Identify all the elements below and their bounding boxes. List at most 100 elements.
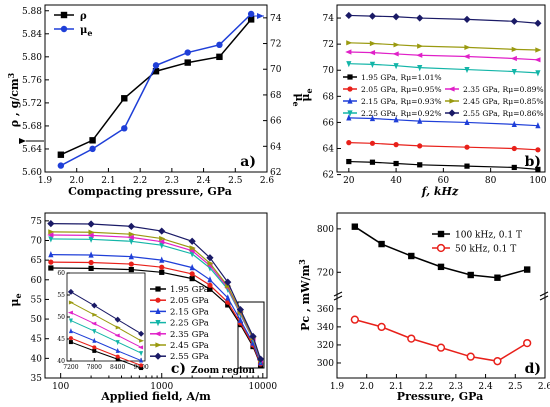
data-point bbox=[184, 49, 191, 56]
legend-marker bbox=[347, 74, 353, 80]
x-tick-label: 2.4 bbox=[196, 176, 211, 186]
data-point bbox=[159, 269, 165, 275]
data-point bbox=[345, 49, 352, 55]
series-line bbox=[348, 117, 538, 127]
inset-data-point bbox=[139, 338, 145, 343]
y-right-tick-label: 68 bbox=[270, 91, 282, 101]
y-tick-label: 320 bbox=[317, 341, 334, 351]
data-point bbox=[88, 265, 94, 271]
data-point bbox=[378, 240, 385, 248]
data-point bbox=[128, 231, 135, 237]
data-point bbox=[158, 239, 165, 245]
panel-d-xlabel: Pressure, GPa bbox=[397, 390, 483, 403]
data-point bbox=[152, 62, 160, 69]
data-point bbox=[207, 282, 213, 288]
panel-b: f, kHz μe b) 20 40 60 80 100 62 64 66 68 70 72 74 1.… bbox=[299, 4, 547, 198]
panel-c-ylabel: μe bbox=[8, 293, 23, 306]
data-point bbox=[247, 16, 255, 23]
inset-data-point bbox=[67, 288, 74, 295]
y-tick-label: 35 bbox=[31, 374, 43, 384]
legend-label: 2.05 GPa, Rμ=0.95% bbox=[361, 85, 442, 94]
inset-data-point bbox=[139, 363, 144, 368]
data-point bbox=[184, 59, 191, 66]
y-right-tick-label: 72 bbox=[270, 40, 281, 50]
legend-marker bbox=[155, 320, 161, 327]
legend-marker bbox=[347, 110, 353, 117]
y-right-tick-label: 64 bbox=[270, 142, 282, 152]
y-tick-label: 5.76 bbox=[22, 76, 42, 86]
data-point bbox=[207, 286, 213, 292]
y-right-tick-label: 70 bbox=[270, 65, 282, 75]
panel-b-label: b) bbox=[525, 154, 541, 170]
panel-a: Compacting pressure, GPa ρ , g/cm3 μe a)… bbox=[6, 4, 306, 198]
inset-data-point bbox=[92, 312, 98, 317]
panel-b-ylabel: μe bbox=[299, 88, 314, 101]
data-point bbox=[121, 125, 128, 132]
legend-marker bbox=[155, 307, 161, 314]
legend-label: 1.95 GPa bbox=[170, 285, 209, 295]
legend-marker bbox=[155, 297, 161, 303]
data-point bbox=[369, 140, 376, 146]
data-point bbox=[128, 253, 134, 260]
y-tick-label: 70 bbox=[323, 66, 335, 76]
data-point bbox=[369, 61, 376, 68]
data-point bbox=[417, 43, 424, 49]
data-point bbox=[57, 151, 65, 158]
legend-marker bbox=[449, 98, 456, 104]
y-tick-label: 5.72 bbox=[22, 99, 42, 109]
series-line bbox=[50, 261, 262, 365]
y-tick-label: 40 bbox=[31, 354, 43, 364]
data-point bbox=[351, 223, 359, 230]
legend-marker bbox=[60, 25, 68, 33]
legend-label: 2.15 GPa bbox=[170, 307, 209, 317]
data-point bbox=[416, 52, 423, 58]
series-line bbox=[50, 223, 262, 360]
data-point bbox=[188, 237, 196, 245]
inset-data-point bbox=[115, 340, 120, 346]
inset-x-tick-label: 8400 bbox=[110, 364, 125, 371]
data-point bbox=[87, 220, 95, 228]
data-point bbox=[535, 122, 541, 129]
axis-break-mark-left bbox=[333, 295, 343, 301]
data-point bbox=[511, 164, 517, 171]
data-point bbox=[346, 114, 352, 121]
y-tick-label: 5.84 bbox=[22, 30, 42, 40]
data-point bbox=[225, 294, 231, 301]
legend-marker bbox=[347, 86, 353, 92]
inset-data-point bbox=[68, 318, 73, 324]
data-point bbox=[368, 12, 377, 20]
inset-data-point bbox=[68, 340, 73, 345]
inset-data-point bbox=[91, 321, 97, 326]
series-line bbox=[348, 42, 538, 51]
inset-data-point bbox=[92, 348, 97, 353]
data-point bbox=[158, 227, 166, 235]
data-point bbox=[392, 13, 400, 21]
panel-d-ylabel: Pc , mW/m3 bbox=[297, 259, 312, 331]
data-point bbox=[48, 251, 54, 258]
inset-data-point bbox=[68, 328, 73, 334]
y-tick-label: 5.88 bbox=[22, 7, 42, 17]
data-point bbox=[206, 254, 214, 262]
data-point bbox=[393, 142, 399, 148]
data-point bbox=[127, 222, 135, 230]
data-point bbox=[369, 159, 376, 165]
data-point bbox=[523, 266, 531, 273]
series-line bbox=[50, 231, 262, 361]
data-point bbox=[369, 114, 376, 122]
inset-series-line bbox=[70, 302, 142, 342]
x-tick-label: 60 bbox=[438, 176, 450, 186]
inset-y-tick-label: 45 bbox=[57, 336, 65, 343]
data-point bbox=[128, 261, 134, 267]
legend-marker bbox=[436, 243, 446, 253]
data-point bbox=[346, 40, 353, 46]
legend-label: 2.25 GPa, Rμ=0.92% bbox=[361, 109, 442, 118]
data-point bbox=[493, 357, 502, 366]
legend-label: μe bbox=[80, 25, 92, 38]
data-point bbox=[47, 220, 55, 228]
data-point bbox=[393, 42, 400, 48]
x-tick-label: 2.2 bbox=[419, 382, 433, 392]
data-point bbox=[207, 260, 214, 266]
y-tick-label: 65 bbox=[31, 256, 43, 266]
zoom-region-label: Zoom region bbox=[191, 366, 255, 376]
data-point bbox=[236, 306, 244, 314]
